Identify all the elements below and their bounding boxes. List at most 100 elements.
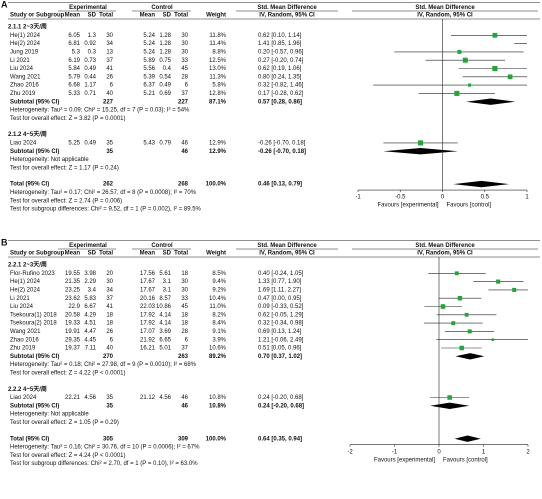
column-header: IV, Random, 95% CI [417, 13, 473, 19]
column-header: Total [99, 251, 113, 257]
summary-weight: 12.9% [209, 149, 227, 155]
summary-ci: 0.46 [0.13, 0.79] [258, 182, 302, 188]
study-ctrl-total: 46 [181, 140, 188, 146]
study-exp-sd: 0.92 [84, 41, 96, 47]
study-ctrl-sd: 0.75 [159, 58, 171, 64]
column-header: Mean [140, 13, 156, 19]
study-marker [462, 57, 468, 63]
study-marker [464, 312, 469, 317]
summary-exp-total: 305 [103, 436, 114, 442]
column-header: Mean [140, 251, 156, 257]
study-exp-sd: 0.49 [84, 66, 96, 72]
study-ctrl-mean: 5.24 [143, 49, 155, 55]
study-ctrl-mean: 5.39 [143, 74, 155, 80]
study-ci: 1.21 [-0.06, 2.49] [258, 337, 304, 343]
study-ctrl-total: 33 [181, 58, 188, 64]
summary-weight: 87.1% [209, 99, 227, 105]
study-ctrl-mean: 5.24 [143, 33, 155, 39]
summary-ci: -0.26 [-0.70, 0.18] [258, 149, 306, 155]
group-header: Experimental [69, 5, 107, 11]
favours-label: Favours [control] [447, 203, 492, 209]
study-marker [507, 74, 513, 80]
study-ctrl-total: 28 [181, 329, 188, 335]
study-weight: 10.4% [209, 296, 227, 302]
x-tick-label: -0.5 [395, 195, 406, 201]
study-weight: 5.8% [212, 83, 226, 89]
favours-label: Favours [control] [443, 457, 488, 463]
summary-diamond [455, 353, 485, 360]
study-exp-mean: 5.84 [68, 66, 80, 72]
study-ci: 0.69 [0.13, 1.24] [258, 329, 302, 335]
study-exp-sd: 0.71 [84, 91, 96, 97]
study-weight: 8.4% [212, 321, 226, 327]
study-ctrl-mean: 5.89 [143, 58, 155, 64]
study-exp-sd: 1.3 [88, 33, 97, 39]
study-ctrl-mean: 17.67 [140, 287, 156, 293]
study-ctrl-sd: 0.69 [159, 91, 171, 97]
study-ctrl-sd: 4.14 [159, 321, 171, 327]
study-exp-total: 41 [106, 66, 113, 72]
study-ctrl-sd: 5.61 [159, 271, 171, 277]
summary-diamond [454, 435, 481, 442]
study-exp-mean: 19.55 [65, 271, 81, 277]
study-name: Liu 2024 [10, 304, 34, 310]
x-tick-label: -2 [347, 449, 353, 455]
study-exp-sd: 0.73 [84, 58, 96, 64]
study-exp-sd: 0.49 [84, 140, 96, 146]
overall-note: Heterogeneity: Tau² = 0.16; Chi² = 30.76… [10, 445, 200, 451]
study-ctrl-mean: 21.92 [140, 337, 156, 343]
study-ctrl-total: 6 [185, 337, 189, 343]
study-ctrl-sd: 1.28 [159, 33, 171, 39]
study-ctrl-total: 18 [181, 271, 188, 277]
study-marker [459, 345, 464, 351]
summary-ctrl-total: 46 [181, 149, 188, 155]
study-ctrl-sd: 5.01 [159, 346, 171, 352]
study-ci: 0.09 [-0.33, 0.52] [258, 304, 304, 310]
study-exp-total: 37 [106, 296, 113, 302]
study-weight: 10.6% [209, 346, 227, 352]
study-ctrl-mean: 17.92 [140, 312, 156, 318]
study-ctrl-total: 6 [185, 83, 189, 89]
study-ctrl-mean: 17.56 [140, 271, 156, 277]
column-header: SD [163, 13, 172, 19]
summary-ci: 0.24 [-0.20, 0.68] [258, 403, 304, 409]
column-header: Study or Subgroup [10, 251, 65, 257]
study-weight: 8.5% [212, 271, 226, 277]
study-marker [454, 90, 460, 96]
panel: A Experimental Control Std. Mean Difference… [1, 0, 540, 213]
study-exp-sd: 4.45 [84, 337, 96, 343]
study-ci: 0.62 [-0.05, 1.29] [258, 312, 304, 318]
panel-label: B [1, 237, 8, 247]
study-exp-total: 35 [106, 395, 113, 401]
subgroup-note: Test for overall effect: Z = 4.22 (P < 0… [10, 370, 126, 376]
study-exp-mean: 6.81 [68, 41, 80, 47]
study-exp-mean: 5.25 [68, 140, 80, 146]
column-header: Mean [65, 251, 81, 257]
study-ctrl-sd: 8.57 [159, 296, 171, 302]
study-ci: 0.20 [-0.57, 0.96] [258, 49, 304, 55]
study-marker [457, 295, 463, 301]
study-marker [512, 287, 517, 292]
study-ctrl-mean: 16.21 [140, 346, 156, 352]
group-header: Control [151, 5, 173, 11]
study-name: Liao 2024 [10, 140, 37, 146]
study-ctrl-total: 30 [181, 41, 188, 47]
study-ctrl-sd: 0.49 [159, 83, 171, 89]
study-weight: 11.0% [209, 304, 226, 310]
study-ctrl-mean: 5.24 [143, 41, 155, 47]
group-header: Std. Mean Difference [415, 243, 475, 249]
study-exp-mean: 23.25 [65, 287, 81, 293]
summary-weight: 100.0% [206, 436, 227, 442]
study-weight: 8.2% [212, 312, 226, 318]
study-exp-mean: 20.58 [65, 312, 81, 318]
study-weight: 9.1% [212, 329, 226, 335]
study-ctrl-sd: 3.1 [163, 279, 172, 285]
study-exp-total: 35 [106, 140, 113, 146]
summary-diamond [430, 402, 470, 409]
study-weight: 3.9% [212, 337, 226, 343]
subgroup-note: Heterogeneity: Tau² = 0.18; Chi² = 27.98… [10, 362, 197, 368]
panel-label: A [1, 0, 8, 9]
subgroup-note: Test for overall effect: Z = 3.82 (P = 0… [10, 116, 126, 122]
study-ctrl-mean: 20.16 [140, 296, 156, 302]
study-name: Li 2021 [10, 58, 30, 64]
